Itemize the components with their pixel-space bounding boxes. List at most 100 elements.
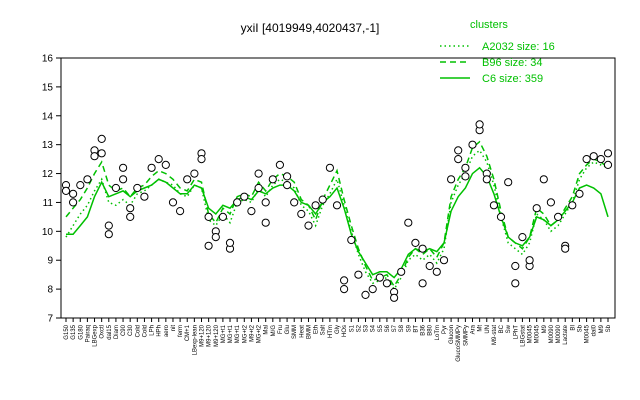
plot-frame [60,57,616,319]
data-point [76,181,85,190]
legend: clusters A2032 size: 16 B96 size: 34 C6 … [440,19,555,85]
data-point [447,175,456,184]
legend-title: clusters [470,19,508,31]
data-point [340,276,349,285]
x-tick-label-34: BMM [306,325,312,339]
x-tick-label-39: HOs [342,325,348,337]
x-tick-label-63: LPhT [513,325,519,340]
series-line-dashed [65,140,609,288]
data-point [254,169,263,178]
data-point [390,293,399,302]
data-point [418,279,427,288]
data-point [261,218,270,227]
data-point [582,155,591,164]
x-tick-label-45: S6 [385,324,391,332]
data-point [404,218,413,227]
data-point [318,195,327,204]
x-tick-label-44: S5 [378,324,384,332]
data-point [61,186,71,195]
data-point [304,221,313,230]
x-tick-label-27: MG+t2 [257,324,263,343]
data-point [119,175,128,184]
data-point [97,149,106,158]
x-tick-label-71: BI [570,325,576,331]
x-tick-label-6: dal15 [107,324,113,339]
data-point [104,221,113,230]
data-point [454,146,463,155]
data-point [504,178,513,187]
y-axis: 7 8 9 10 11 12 13 14 15 16 [42,54,61,325]
data-point [511,261,520,271]
data-point [375,273,384,282]
data-point [133,183,142,193]
x-tick-label-26: M9+t2 [249,324,255,342]
x-tick-label-10: Cold [135,325,141,337]
data-point [254,183,263,193]
x-tick-label-46: S7 [392,324,398,332]
x-tick-label-11: Cold [142,325,148,337]
data-point [354,270,363,279]
x-tick-label-53: Pyr [442,325,448,334]
y-tick-label-10: 10 [42,227,54,238]
x-tick-label-67: M9 [542,324,548,333]
legend-item-b96: B96 size: 34 [482,57,543,69]
data-point [525,256,534,265]
x-tick-label-29: M/G [271,325,277,337]
x-tick-label-76: Sb [606,324,612,332]
data-point [454,155,463,164]
x-tick-label-50: B36 [421,324,427,335]
data-point [283,172,292,181]
data-point [69,189,78,198]
x-tick-label-33: Heat [299,325,305,338]
y-tick-label-11: 11 [43,198,54,209]
x-tick-label-69: M0090 [556,324,562,343]
y-tick-label-9: 9 [47,256,53,267]
data-point [489,201,498,210]
data-point [361,290,370,299]
x-tick-label-18: LBexp-lean [192,325,198,355]
data-point [104,230,113,239]
x-tick-label-30: Fru [278,325,284,334]
x-tick-label-17: CM+1 [185,324,191,341]
data-point [168,198,178,207]
data-point [83,175,92,184]
data-point [311,201,320,210]
x-tick-label-12: LPh [150,325,156,336]
x-axis: G150 G135 G180 Pairaq LBGexp Oxctl dal15 Diam C9… [64,318,612,362]
y-tick-label-12: 12 [42,169,54,180]
data-point [176,207,185,216]
data-point [211,233,220,242]
x-tick-label-13: HPh [157,325,163,337]
x-tick-label-22: MG+t1 [221,324,227,343]
x-tick-label-31: Glu [285,325,291,334]
y-tick-label-14: 14 [42,111,54,122]
data-point [546,198,556,207]
data-point [439,256,449,265]
legend-item-a2032: A2032 size: 16 [482,41,555,53]
y-tick-label-13: 13 [42,140,54,151]
data-point [496,212,506,221]
data-point [603,149,613,158]
data-point [218,212,227,221]
data-point [233,198,242,207]
x-tick-label-57: Ara [471,324,477,334]
x-tick-label-38: Gly [335,325,341,334]
x-tick-label-32: SMM [292,325,298,339]
data-point [568,201,577,210]
data-point [90,152,99,161]
y-tick-label-15: 15 [42,82,54,93]
x-tick-label-15: nit [171,325,177,332]
data-point [603,160,613,169]
data-point [204,241,213,250]
x-tick-label-21: M9+120 [214,324,220,347]
data-point [247,207,256,216]
y-tick-label-16: 16 [42,54,54,65]
x-tick-label-3: Pairaq [85,325,91,342]
data-point [126,204,135,213]
data-point [97,134,106,143]
x-tick-label-20: M9+120 [207,324,213,347]
x-tick-label-41: S2 [356,324,362,332]
x-tick-label-9: C30 [128,324,134,336]
data-point [340,285,349,294]
